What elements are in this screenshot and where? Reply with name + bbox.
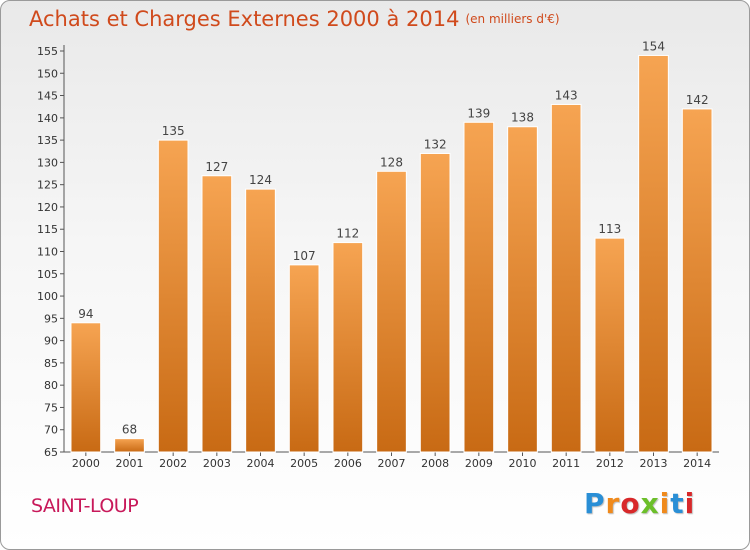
- bar: [70, 322, 102, 453]
- data-label: 113: [598, 222, 621, 236]
- y-tick-label: 65: [44, 446, 58, 459]
- logo-letter: r: [605, 487, 621, 520]
- data-labels: 94 68 135 127 124 107 112 128 132 139 138 143 113 154…: [78, 39, 708, 436]
- y-tick-label: 85: [44, 357, 58, 370]
- logo-letter: t: [670, 487, 685, 520]
- bar: [245, 188, 276, 453]
- y-tick-label: 120: [37, 201, 58, 214]
- data-label: 127: [205, 160, 228, 174]
- x-tick-label: 2012: [596, 457, 624, 470]
- data-label: 107: [293, 249, 316, 263]
- x-tick-label: 2007: [378, 457, 406, 470]
- data-label: 142: [686, 93, 709, 107]
- chart-title: Achats et Charges Externes 2000 à 2014 (e…: [29, 7, 560, 31]
- logo-letter: i: [659, 487, 671, 520]
- bar: [681, 108, 713, 453]
- place-name: SAINT-LOUP: [31, 495, 139, 517]
- data-label: 68: [122, 423, 137, 437]
- y-tick-label: 155: [37, 45, 58, 58]
- x-tick-label: 2005: [290, 457, 318, 470]
- bar: [594, 237, 626, 453]
- bar: [288, 264, 320, 453]
- y-tick-label: 125: [37, 179, 58, 192]
- chart-title-text: Achats et Charges Externes 2000 à 2014: [29, 7, 460, 31]
- x-tick-label: 2008: [421, 457, 449, 470]
- data-label: 128: [380, 155, 403, 169]
- x-tick-label: 2009: [465, 457, 493, 470]
- x-tick-label: 2006: [334, 457, 362, 470]
- x-tick-label: 2013: [640, 457, 668, 470]
- y-tick-label: 150: [37, 67, 58, 80]
- y-tick-label: 110: [37, 246, 58, 259]
- logo-letter: x: [640, 487, 660, 520]
- y-tick-label: 105: [37, 268, 58, 281]
- x-tick-label: 2003: [203, 457, 231, 470]
- data-label: 143: [555, 88, 578, 102]
- bar: [419, 152, 451, 453]
- y-tick-label: 130: [37, 156, 58, 169]
- x-tick-label: 2000: [72, 457, 100, 470]
- logo-letter: i: [684, 487, 696, 520]
- chart-subtitle: (en milliers d'€): [465, 12, 560, 26]
- data-label: 124: [249, 173, 272, 187]
- x-axis: 2000 2001 2002 2003 2004 2005 2006 2007 2008 2009…: [64, 451, 719, 470]
- x-tick-label: 2010: [509, 457, 537, 470]
- y-tick-label: 95: [44, 312, 58, 325]
- logo-letter: o: [620, 487, 641, 520]
- x-tick-label: 2004: [247, 457, 275, 470]
- bar: [638, 54, 669, 453]
- y-tick-label: 75: [44, 401, 58, 414]
- bar: [507, 126, 538, 453]
- data-label: 94: [78, 307, 93, 321]
- bar: [463, 121, 495, 453]
- bar: [114, 438, 145, 453]
- y-tick-label: 115: [37, 223, 58, 236]
- bar: [332, 242, 364, 453]
- bar: [550, 103, 582, 453]
- bar: [201, 175, 233, 453]
- proxiti-logo[interactable]: Proxiti: [584, 487, 695, 520]
- x-tick-label: 2002: [159, 457, 187, 470]
- y-tick-label: 145: [37, 90, 58, 103]
- x-tick-label: 2001: [116, 457, 144, 470]
- y-tick-label: 80: [44, 379, 58, 392]
- data-label: 154: [642, 39, 665, 53]
- bar: [157, 139, 189, 453]
- y-tick-label: 135: [37, 134, 58, 147]
- data-label: 139: [467, 106, 490, 120]
- data-label: 112: [336, 227, 359, 241]
- y-axis: 65 70 75 80 85 90 95 100 105 110 115 120 125 130 135 14…: [37, 45, 65, 459]
- y-tick-label: 140: [37, 112, 58, 125]
- x-tick-label: 2014: [683, 457, 711, 470]
- data-label: 135: [162, 124, 185, 138]
- data-label: 138: [511, 111, 534, 125]
- bar: [376, 170, 407, 453]
- data-label: 132: [424, 137, 447, 151]
- logo-letter: P: [584, 487, 606, 520]
- x-tick-label: 2011: [552, 457, 580, 470]
- y-tick-label: 90: [44, 335, 58, 348]
- y-tick-label: 100: [37, 290, 58, 303]
- y-tick-label: 70: [44, 424, 58, 437]
- bars: [70, 54, 713, 453]
